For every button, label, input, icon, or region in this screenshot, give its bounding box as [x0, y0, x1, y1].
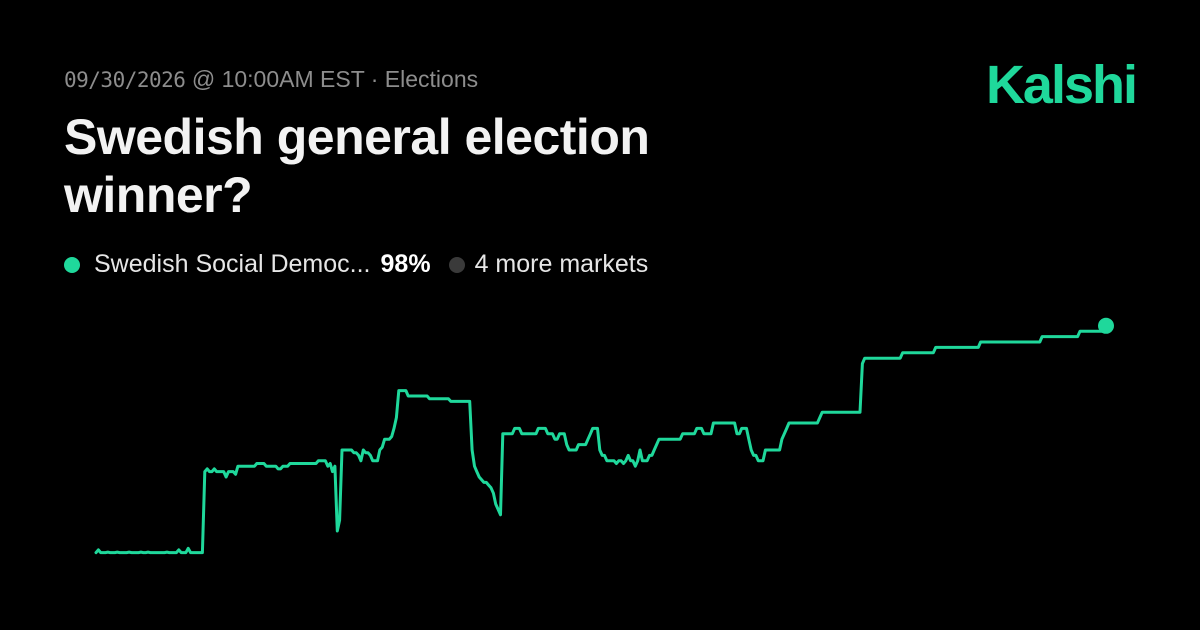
chart-legend: Swedish Social Democ... 98% 4 more marke…	[64, 250, 648, 279]
series-endpoint-dot	[1098, 317, 1114, 334]
page-title: Swedish general election winner?	[64, 109, 650, 223]
leader-dot-icon	[64, 256, 80, 273]
category-label: Elections	[384, 66, 479, 92]
price-chart	[94, 317, 1114, 555]
market-meta: 09/30/2026 @ 10:00AM EST · Elections	[64, 66, 478, 93]
more-markets-dot-icon	[448, 256, 465, 273]
leader-value: 98%	[380, 250, 431, 278]
close-time: @ 10:00AM EST	[191, 66, 365, 92]
series-line	[94, 324, 1108, 555]
meta-separator: ·	[370, 66, 379, 92]
more-markets-link[interactable]: 4 more markets	[448, 250, 649, 279]
more-markets-label: 4 more markets	[474, 250, 649, 278]
leader-label: Swedish Social Democ...	[94, 250, 371, 278]
close-date: 09/30/2026	[64, 68, 186, 92]
kalshi-logo: Kalshi	[985, 55, 1138, 115]
